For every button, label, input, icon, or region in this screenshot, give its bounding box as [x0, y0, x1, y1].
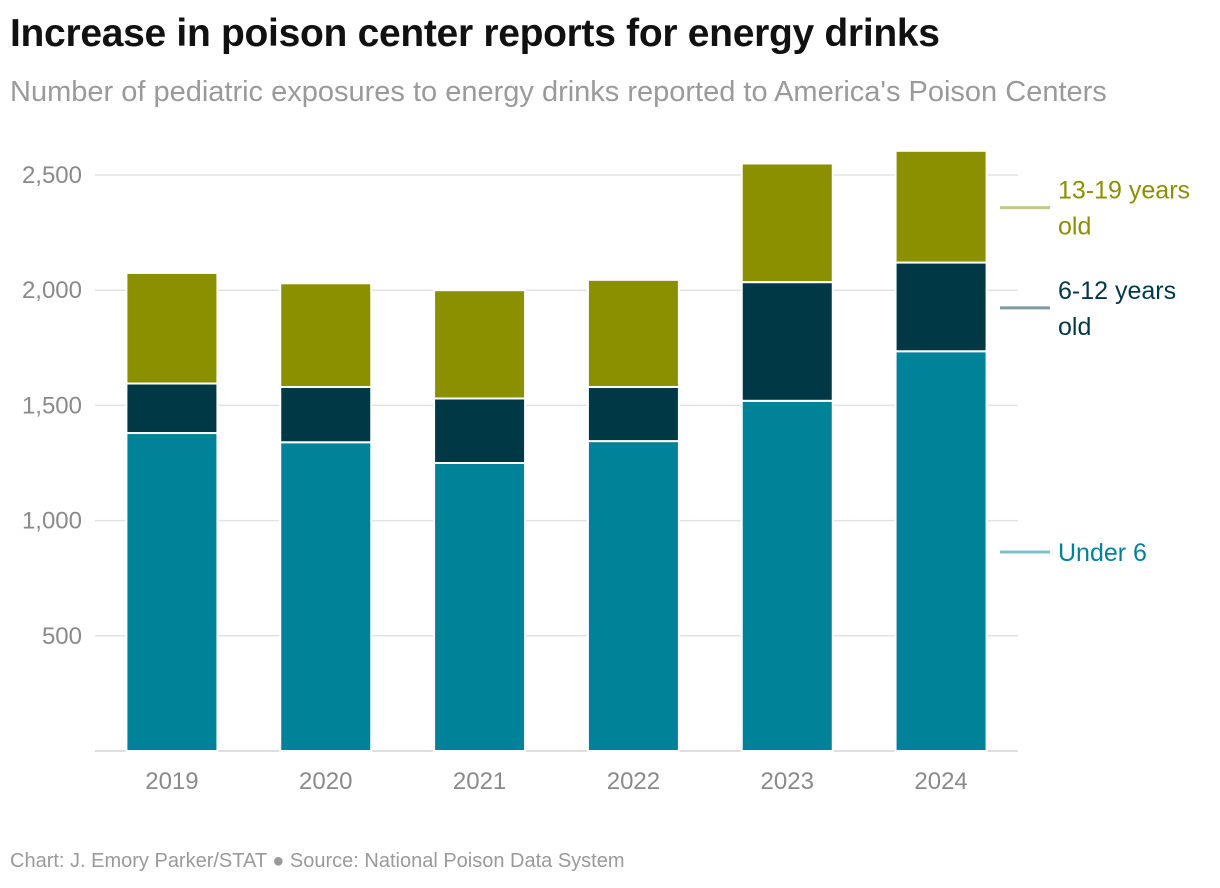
- x-axis: 2019 2020 2021 2022 2023 2024: [145, 768, 968, 795]
- bar-segment: [433, 289, 527, 400]
- x-tick-label: 2019: [145, 768, 198, 795]
- bar-segment: [894, 149, 988, 264]
- legend-label: 6-12 years: [1058, 277, 1176, 305]
- legend-label: old: [1058, 313, 1091, 341]
- x-tick-label: 2024: [914, 768, 967, 795]
- x-tick-label: 2020: [299, 768, 352, 795]
- bars: [125, 149, 988, 752]
- y-tick-label: 1,500: [22, 392, 82, 419]
- bar-segment: [279, 282, 373, 388]
- y-tick-label: 1,000: [22, 508, 82, 535]
- legend: Under 6 6-12 years old 13-19 years old: [1000, 177, 1190, 567]
- y-tick-label: 500: [42, 623, 82, 650]
- bar-segment: [740, 281, 834, 402]
- bar-segment: [894, 350, 988, 752]
- bar-segment: [894, 261, 988, 353]
- x-tick-label: 2021: [453, 768, 506, 795]
- grid-lines: [95, 174, 1018, 752]
- chart-title: Increase in poison center reports for en…: [10, 12, 940, 55]
- bar-segment: [586, 440, 680, 752]
- legend-label: Under 6: [1058, 539, 1147, 567]
- bar-segment: [586, 278, 680, 388]
- bar-segment: [279, 385, 373, 444]
- y-tick-label: 2,000: [22, 277, 82, 304]
- y-tick-label: 2,500: [22, 162, 82, 189]
- y-axis: 500 1,000 1,500 2,000 2,500: [22, 162, 82, 650]
- bar-segment: [279, 441, 373, 752]
- bar-segment: [433, 462, 527, 752]
- chart-subtitle: Number of pediatric exposures to energy …: [10, 76, 1107, 108]
- x-tick-label: 2022: [607, 768, 660, 795]
- x-tick-label: 2023: [761, 768, 814, 795]
- legend-label: old: [1058, 213, 1091, 241]
- bar-segment: [125, 432, 219, 752]
- chart-footer: Chart: J. Emory Parker/STAT ● Source: Na…: [10, 850, 625, 872]
- bar-segment: [433, 397, 527, 465]
- bar-segment: [125, 382, 219, 435]
- legend-label: 13-19 years: [1058, 177, 1190, 205]
- bar-segment: [125, 271, 219, 385]
- bar-segment: [586, 385, 680, 443]
- bar-segment: [740, 162, 834, 284]
- bar-segment: [740, 399, 834, 752]
